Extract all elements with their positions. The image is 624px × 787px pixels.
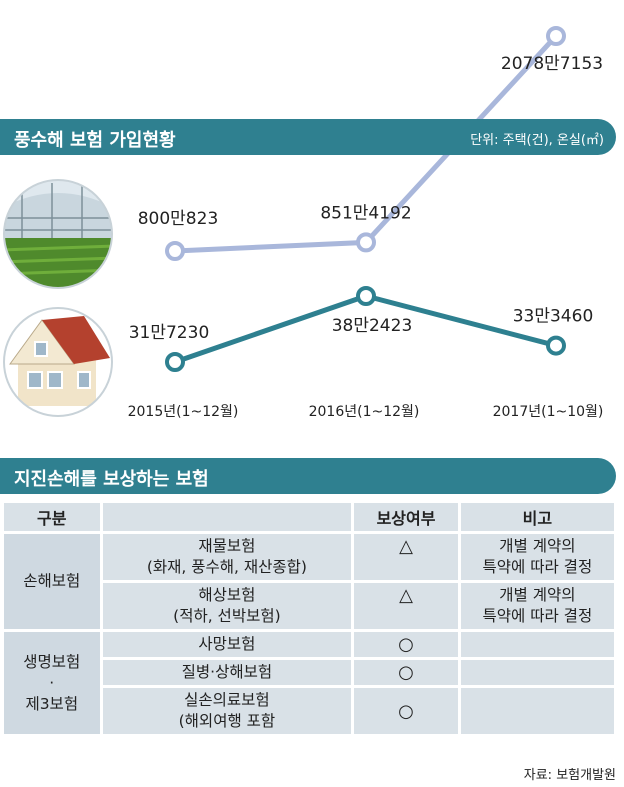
insurance-sub: (해외여행 포함 — [178, 712, 276, 730]
earthquake-insurance-table: 구분 보상여부 비고 손해보험 재물보험 (화재, 풍수해, 재산종합) △ 개… — [1, 500, 617, 737]
header-category: 구분 — [4, 503, 100, 531]
note-line: 특약에 따라 결정 — [482, 607, 593, 625]
insurance-name-cell: 재물보험 (화재, 풍수해, 재산종합) — [102, 534, 352, 580]
category-cell: 손해보험 — [4, 534, 100, 629]
note-line: 특약에 따라 결정 — [482, 558, 593, 576]
data-label: 851만4192 — [320, 203, 411, 223]
insurance-name-cell: 질병·상해보험 — [102, 660, 352, 685]
category-line: 생명보험 — [23, 652, 81, 671]
coverage-mark: △ — [354, 583, 458, 629]
table-row: 생명보험 · 제3보험 사망보험 ○ — [4, 632, 614, 734]
table-row: 해상보험 (적하, 선박보험) △ 개별 계약의 특약에 따라 결정 — [4, 583, 614, 629]
note-cell: 개별 계약의 특약에 따라 결정 — [460, 583, 614, 629]
data-label: 2078만7153 — [501, 54, 603, 74]
insurance-name: 실손의료보험 — [184, 691, 270, 709]
note-cell — [460, 660, 614, 685]
source-note: 자료: 보험개발원 — [523, 768, 616, 783]
insurance-sub: (화재, 풍수해, 재산종합) — [146, 558, 307, 576]
insurance-name-cell: 해상보험 (적하, 선박보험) — [102, 583, 352, 629]
data-label: 31만7230 — [129, 323, 210, 343]
data-point — [546, 335, 566, 356]
data-point — [356, 286, 376, 306]
note-line: 개별 계약의 — [499, 537, 576, 555]
chart-title-banner: 풍수해 보험 가입현황 단위: 주택(건), 온실(㎡) — [0, 119, 616, 155]
category-line: · — [49, 673, 55, 692]
coverage-mark: △ — [354, 534, 458, 580]
data-point — [546, 26, 566, 46]
insurance-name: 재물보험 — [198, 537, 256, 555]
table-row: 손해보험 재물보험 (화재, 풍수해, 재산종합) △ 개별 계약의 특약에 따… — [4, 534, 614, 629]
category-line: 제3보험 — [25, 694, 79, 713]
table-title-banner: 지진손해를 보상하는 보험 — [0, 458, 616, 494]
table-header-row: 구분 보상여부 비고 — [4, 503, 614, 531]
house-photo — [3, 307, 113, 417]
note-line: 개별 계약의 — [499, 586, 576, 604]
insurance-name-cell: 사망보험 — [102, 632, 352, 657]
header-coverage: 보상여부 — [354, 503, 458, 531]
coverage-mark: ○ — [354, 632, 458, 657]
coverage-mark: ○ — [354, 660, 458, 685]
coverage-mark: ○ — [354, 688, 458, 734]
insurance-line-chart: 800만823 851만4192 2078만7153 31만7230 38만2423 33… — [128, 26, 604, 420]
x-tick-label: 2017년(1~10월) — [493, 404, 604, 420]
data-point — [356, 232, 376, 253]
chart-title: 풍수해 보험 가입현황 — [14, 130, 176, 151]
greenhouse-photo — [3, 179, 113, 289]
header-note: 비고 — [460, 503, 614, 531]
data-label: 38만2423 — [332, 316, 413, 336]
x-tick-label: 2016년(1~12월) — [309, 404, 420, 420]
insurance-sub: (적하, 선박보험) — [173, 607, 281, 625]
table-title: 지진손해를 보상하는 보험 — [14, 469, 209, 490]
category-cell: 생명보험 · 제3보험 — [4, 632, 100, 734]
data-point — [165, 352, 185, 372]
data-label: 33만3460 — [513, 307, 594, 327]
table-row: 질병·상해보험 ○ — [4, 660, 614, 685]
unit-label: 단위: 주택(건), 온실(㎡) — [470, 133, 604, 148]
x-tick-label: 2015년(1~12월) — [128, 404, 239, 420]
data-point — [165, 241, 185, 261]
insurance-name: 해상보험 — [198, 586, 256, 604]
data-label: 800만823 — [138, 209, 219, 229]
insurance-name-cell: 실손의료보험 (해외여행 포함 — [102, 688, 352, 734]
note-cell: 개별 계약의 특약에 따라 결정 — [460, 534, 614, 580]
note-cell — [460, 688, 614, 734]
table-row: 실손의료보험 (해외여행 포함 ○ — [4, 688, 614, 734]
header-type — [102, 503, 352, 531]
note-cell — [460, 632, 614, 657]
